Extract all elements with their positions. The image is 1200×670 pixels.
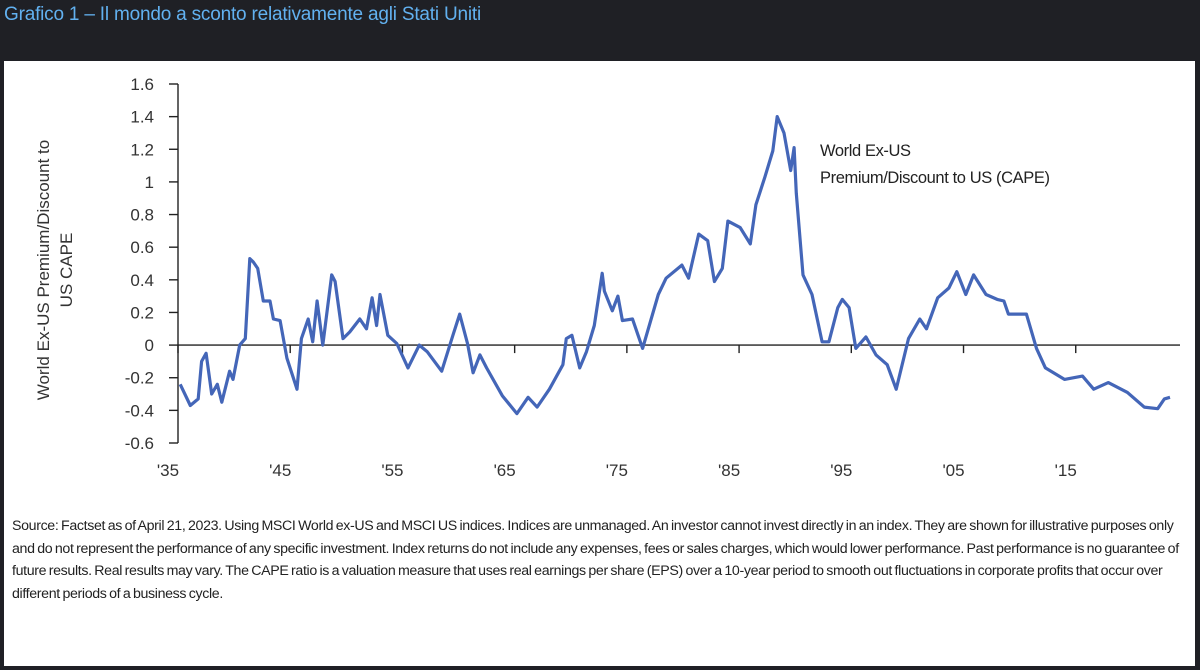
x-tick-label: '65 bbox=[494, 461, 516, 480]
y-tick-label: 0 bbox=[145, 336, 154, 355]
x-tick-label: '85 bbox=[718, 461, 740, 480]
y-tick-label: 0.8 bbox=[130, 206, 154, 225]
series-annotation-line1: World Ex-US bbox=[820, 142, 911, 160]
x-tick-label: '55 bbox=[381, 461, 403, 480]
source-footnote: Source: Factset as of April 21, 2023. Us… bbox=[12, 518, 1179, 602]
x-tick-label: '05 bbox=[942, 461, 964, 480]
y-tick-label: 0.2 bbox=[130, 303, 154, 322]
x-tick-label: '95 bbox=[830, 461, 852, 480]
y-tick-label: -0.2 bbox=[125, 369, 154, 388]
y-axis-label-line1: World Ex-US Premium/Discount to bbox=[34, 140, 53, 400]
y-tick-label: 0.4 bbox=[130, 271, 154, 290]
y-tick-label: 1.2 bbox=[130, 140, 154, 159]
y-tick-label: -0.4 bbox=[125, 401, 154, 420]
y-tick-label: 1.6 bbox=[130, 75, 154, 94]
x-tick-label: '35 bbox=[157, 461, 179, 480]
x-axis: '35 '45 '55 '65 '75 '85 '95 '05 '15 bbox=[157, 344, 1180, 480]
y-tick-label: -0.6 bbox=[125, 434, 154, 453]
x-tick-label: '45 bbox=[269, 461, 291, 480]
x-tick-label: '75 bbox=[606, 461, 628, 480]
y-axis: 1.6 1.4 1.2 1 0.8 0.6 0.4 0.2 0 -0.2 -0.4 -0.6 bbox=[125, 75, 179, 453]
chart-title: Grafico 1 – Il mondo a sconto relativame… bbox=[4, 4, 481, 25]
series-annotation-line2: Premium/Discount to US (CAPE) bbox=[820, 169, 1050, 187]
series-line-cape-premium bbox=[178, 115, 1171, 416]
y-tick-label: 1 bbox=[145, 173, 154, 192]
x-tick-label: '15 bbox=[1055, 461, 1077, 480]
y-axis-label-line2: US CAPE bbox=[57, 233, 76, 308]
y-tick-label: 1.4 bbox=[130, 108, 154, 127]
y-tick-label: 0.6 bbox=[130, 238, 154, 257]
